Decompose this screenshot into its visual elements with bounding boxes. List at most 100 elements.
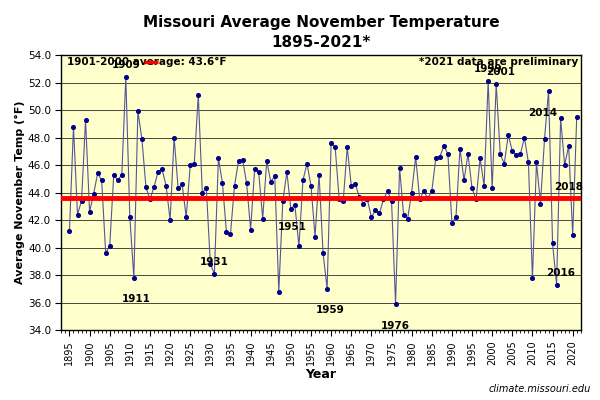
Point [524,159,533,166]
Text: 2018: 2018 [554,182,583,192]
Point [209,270,219,277]
Point [427,188,437,194]
Text: 1901-2000 average: 43.6°F: 1901-2000 average: 43.6°F [67,57,227,67]
Point [471,196,481,203]
Point [439,143,449,149]
Text: climate.missouri.edu: climate.missouri.edu [489,384,591,394]
Point [560,162,569,168]
Y-axis label: Average November Temp (°F): Average November Temp (°F) [15,101,25,284]
Point [246,226,256,233]
Point [178,181,187,188]
Point [190,160,199,167]
Point [403,216,412,222]
Point [161,182,171,189]
Point [270,173,280,179]
Point [258,216,268,222]
Point [484,78,493,84]
Point [512,152,521,159]
Point [85,209,94,215]
Point [371,207,380,214]
Point [101,250,110,256]
Point [343,144,352,150]
Point [129,275,139,281]
Point [451,214,461,220]
Point [149,184,159,190]
Point [431,155,440,162]
Point [459,177,469,184]
Point [117,172,127,178]
Point [423,195,433,201]
Point [306,182,316,189]
Point [165,217,175,223]
Point [491,81,501,87]
Text: 2014: 2014 [529,108,557,118]
Point [326,140,336,146]
Point [290,202,300,208]
Point [564,143,574,149]
Point [515,151,525,157]
Point [202,185,211,192]
Point [266,178,275,185]
Point [310,233,320,240]
Text: 1976: 1976 [381,321,410,331]
Point [226,231,235,237]
Point [181,214,191,220]
Point [125,214,134,220]
Point [221,229,231,236]
Point [113,177,122,184]
Point [262,158,272,164]
Point [254,169,263,175]
Point [355,194,364,200]
Point [532,159,541,166]
Point [544,88,553,94]
Point [250,166,259,172]
Point [536,200,545,207]
Point [234,158,244,164]
Title: Missouri Average November Temperature
1895-2021*: Missouri Average November Temperature 18… [143,15,499,50]
Point [387,198,397,204]
Point [109,172,119,178]
Point [520,134,529,141]
Point [93,170,103,176]
Point [334,196,344,203]
Point [141,184,151,190]
Text: *2021 data are preliminary: *2021 data are preliminary [419,57,579,67]
Point [496,151,505,157]
Point [475,155,485,162]
Point [169,134,179,141]
Point [540,136,550,142]
Point [65,228,74,234]
Point [552,282,562,288]
Point [467,185,477,192]
Text: 1999: 1999 [474,64,502,74]
Text: 1951: 1951 [278,222,307,232]
Text: 1931: 1931 [200,257,229,267]
Point [508,148,517,154]
Point [350,181,360,188]
Point [185,162,195,168]
Point [359,200,368,207]
Text: 1911: 1911 [122,294,151,304]
Point [97,177,106,184]
Point [338,198,348,204]
Point [298,177,308,184]
Point [242,180,251,186]
Point [407,189,416,196]
Point [278,198,287,204]
Point [133,108,143,115]
Point [274,288,284,295]
Point [499,160,509,167]
Point [487,185,497,192]
Point [455,146,465,152]
Point [230,182,239,189]
Point [391,301,400,307]
Point [443,151,452,157]
Point [286,206,296,212]
Point [294,243,304,250]
Point [314,172,324,178]
Point [145,196,155,203]
Point [331,144,340,150]
Point [419,188,428,194]
Point [411,154,421,160]
Point [548,240,557,247]
